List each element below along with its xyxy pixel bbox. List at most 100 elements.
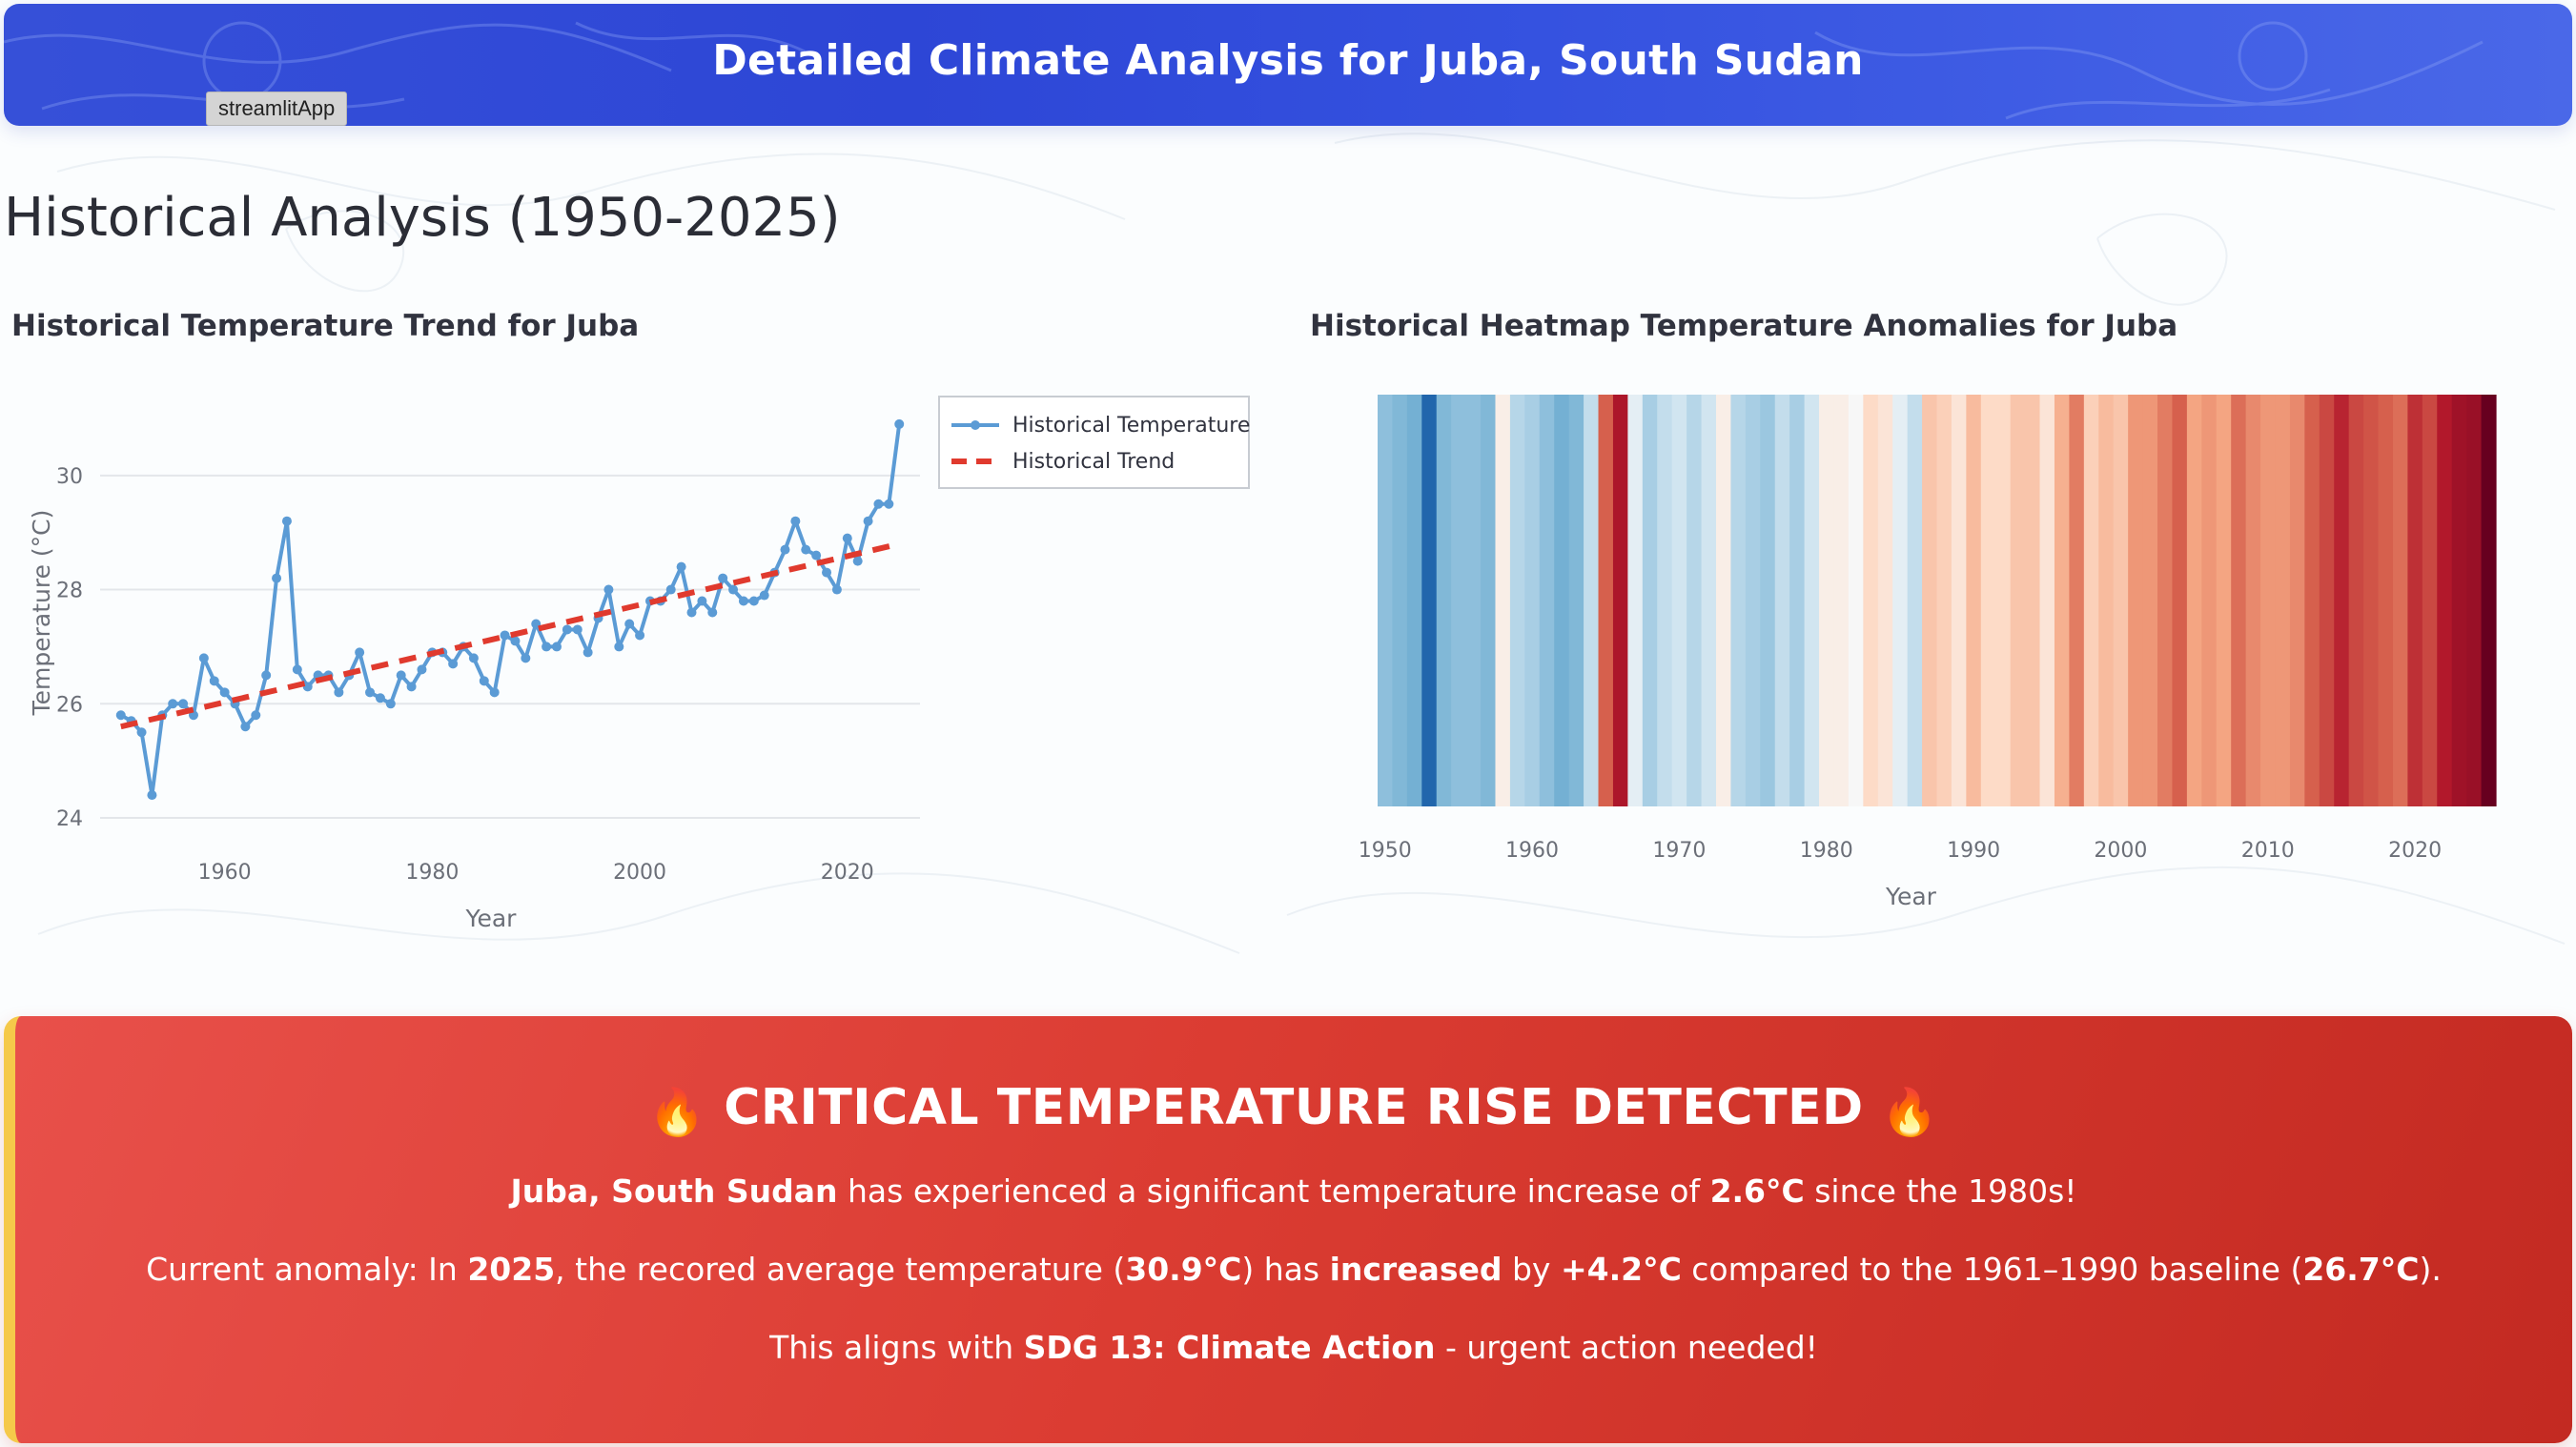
- legend-label-trend: Historical Trend: [1012, 450, 1175, 474]
- heatmap-cell: [1833, 395, 1850, 806]
- temperature-point: [863, 516, 873, 526]
- temperature-point: [448, 659, 459, 669]
- temperature-point: [842, 533, 852, 543]
- temperature-point: [302, 682, 313, 692]
- heatmap-cell: [1980, 395, 1996, 806]
- heatmap-cell: [1774, 395, 1790, 806]
- heatmap-cell: [1481, 395, 1497, 806]
- temperature-point: [406, 682, 417, 692]
- x-axis-label: Year: [465, 905, 518, 932]
- x-tick-label: 1960: [198, 861, 252, 885]
- heatmap-cell: [1995, 395, 2012, 806]
- app-badge[interactable]: streamlitApp: [206, 92, 348, 126]
- x-tick-label: 2010: [2241, 839, 2295, 863]
- header-banner: Detailed Climate Analysis for Juba, Sout…: [4, 4, 2572, 126]
- heatmap-cell: [2186, 395, 2202, 806]
- heatmap-cell: [1789, 395, 1806, 806]
- heatmap-cell: [1421, 395, 1438, 806]
- temperature-point: [292, 664, 302, 675]
- heatmap-cell: [2083, 395, 2099, 806]
- banner-texture: [4, 21, 2484, 120]
- temperature-point: [759, 590, 769, 601]
- heatmap-cell: [1451, 395, 1467, 806]
- legend-label-temperature: Historical Temperature: [1012, 414, 1250, 438]
- alert-text: compared to the 1961–1990 baseline (: [1681, 1251, 2303, 1288]
- alert-line-sdg: This aligns with SDG 13: Climate Action …: [15, 1329, 2572, 1366]
- temperature-point: [676, 561, 686, 572]
- heatmap-cell: [2098, 395, 2115, 806]
- heatmap-cell: [1848, 395, 1864, 806]
- x-axis-label: Year: [1885, 883, 1937, 910]
- heatmap-cell: [2069, 395, 2085, 806]
- temperature-point: [489, 687, 500, 698]
- heatmap-cell: [1715, 395, 1732, 806]
- temperature-point: [697, 596, 707, 606]
- heatmap-cell: [1951, 395, 1967, 806]
- x-tick-label: 1950: [1359, 839, 1412, 863]
- temperature-point: [115, 710, 126, 721]
- heatmap-cell: [2363, 395, 2380, 806]
- temperature-point: [686, 607, 697, 618]
- increased-word: increased: [1329, 1251, 1503, 1288]
- alert-text: since the 1980s!: [1804, 1172, 2077, 1210]
- heatmap-cell: [1584, 395, 1600, 806]
- temperature-anomaly-heatmap[interactable]: 1950 1960 1970 1980 1990 2000 2010 2020 Year: [1297, 362, 2576, 934]
- x-tick-label: 2020: [2388, 839, 2442, 863]
- y-tick-label: 24: [56, 807, 83, 831]
- temperature-point: [780, 544, 790, 555]
- temperature-point: [852, 556, 863, 566]
- heatmap-cell: [2275, 395, 2291, 806]
- temperature-point: [365, 687, 376, 698]
- heatmap-cell: [1539, 395, 1555, 806]
- heatmap-cell: [1922, 395, 1938, 806]
- y-tick-label: 26: [56, 693, 83, 717]
- temperature-point: [811, 550, 822, 560]
- heatmap-title: Historical Heatmap Temperature Anomalies…: [1310, 309, 2178, 343]
- temperature-point: [334, 687, 344, 698]
- heatmap-cell: [1598, 395, 1614, 806]
- heatmap-cell: [1671, 395, 1687, 806]
- heatmap-cell: [1642, 395, 1658, 806]
- chart-legend: Historical Temperature Historical Trend: [938, 396, 1250, 489]
- temperature-trend-chart[interactable]: 24 26 28 30 1960 1980 2000 2020 Year Temperature …: [0, 362, 1278, 934]
- heatmap-cell: [1554, 395, 1570, 806]
- heatmap-cell: [1406, 395, 1422, 806]
- current-temperature: 30.9°C: [1125, 1251, 1242, 1288]
- temperature-point: [738, 596, 748, 606]
- temperature-point: [375, 693, 385, 703]
- heatmap-cell: [2025, 395, 2041, 806]
- heatmap-cell: [1745, 395, 1761, 806]
- temperature-point: [572, 624, 583, 635]
- temperature-point: [583, 647, 593, 658]
- heatmap-cell: [2201, 395, 2218, 806]
- fire-icon: 🔥: [1881, 1086, 1939, 1139]
- heatmap-cell: [2319, 395, 2335, 806]
- heatmap-cell: [1907, 395, 1923, 806]
- heatmap-cell: [1877, 395, 1893, 806]
- temperature-point: [355, 647, 365, 658]
- heatmap-cell: [2378, 395, 2394, 806]
- heatmap-cell: [2304, 395, 2320, 806]
- temperature-point: [261, 670, 272, 681]
- heatmap-cell: [1760, 395, 1776, 806]
- heatmap-cell: [1804, 395, 1820, 806]
- alert-text: Current anomaly: In: [146, 1251, 468, 1288]
- temperature-point: [562, 624, 572, 635]
- heatmap-cell: [2113, 395, 2129, 806]
- temperature-point: [884, 499, 894, 509]
- line-chart-title: Historical Temperature Trend for Juba: [11, 309, 640, 343]
- heatmap-cell: [2216, 395, 2232, 806]
- temperature-point: [521, 653, 531, 663]
- x-tick-label: 2000: [613, 861, 666, 885]
- alert-text: , the recored average temperature (: [555, 1251, 1126, 1288]
- temperature-point: [479, 676, 489, 686]
- heatmap-cell: [1730, 395, 1747, 806]
- alert-line-anomaly: Current anomaly: In 2025, the recored av…: [15, 1251, 2572, 1288]
- temperature-point: [251, 710, 261, 721]
- heatmap-cell: [2128, 395, 2144, 806]
- heatmap-cell: [1627, 395, 1644, 806]
- heatmap-cell: [2245, 395, 2261, 806]
- alert-text: has experienced a significant temperatur…: [837, 1172, 1710, 1210]
- temperature-point: [147, 790, 157, 801]
- baseline-temperature: 26.7°C: [2302, 1251, 2420, 1288]
